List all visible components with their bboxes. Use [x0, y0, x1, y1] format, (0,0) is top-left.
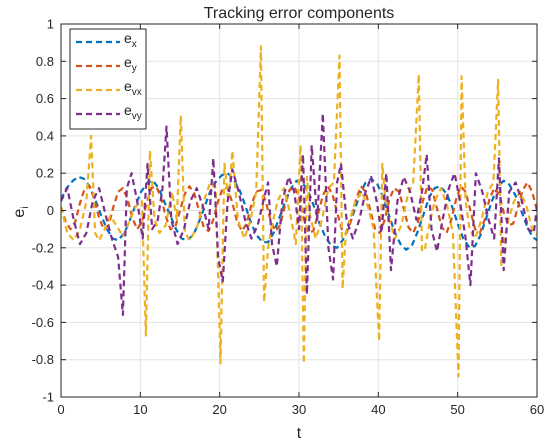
y-tick-label: 0.4 [36, 128, 54, 143]
chart-title: Tracking error components [204, 5, 395, 22]
legend-label-evx: evx [124, 78, 142, 98]
legend-label-subscript: y [132, 63, 137, 74]
legend-label-main: e [124, 54, 132, 70]
series-line-evy [61, 112, 537, 316]
x-tick-label: 40 [371, 402, 385, 417]
y-tick-label: -1 [42, 390, 54, 405]
tick-labels: 0 10 20 30 40 50 60 -1 -0.8 -0.6 -0.4 -0.2 0 0.2 0.4 0.… [32, 17, 545, 418]
y-tick-label: -0.8 [32, 352, 54, 367]
x-tick-label: 60 [530, 402, 544, 417]
x-axis-label: t [297, 425, 302, 442]
legend-label-main: e [124, 30, 132, 46]
svg-text:ei: ei [11, 206, 31, 217]
y-tick-label: -0.4 [32, 278, 54, 293]
series-lines [61, 45, 537, 378]
y-tick-label: 0.8 [36, 54, 54, 69]
legend-label-subscript: vx [132, 87, 142, 98]
legend-label-evy: evy [124, 102, 142, 122]
y-tick-label: 0.2 [36, 166, 54, 181]
legend-label-ey: ey [124, 54, 137, 74]
legend-box [69, 28, 147, 130]
tick-marks [60, 23, 538, 398]
x-tick-label: 50 [450, 402, 464, 417]
y-tick-label: 1 [47, 17, 54, 32]
legend-label-ex: ex [124, 30, 137, 50]
legend-label-main: e [124, 102, 132, 118]
x-tick-label: 20 [212, 402, 226, 417]
y-tick-label: -0.6 [32, 315, 54, 330]
legend-label-subscript: x [132, 39, 137, 50]
x-tick-label: 0 [57, 402, 64, 417]
y-axis-label: ei [11, 206, 31, 217]
legend-label-subscript: vy [132, 111, 142, 122]
y-axis-label-subscript: i [20, 206, 31, 208]
x-tick-label: 10 [133, 402, 147, 417]
y-tick-label: 0.6 [36, 91, 54, 106]
legend-label-main: e [124, 78, 132, 94]
y-tick-label: -0.2 [32, 240, 54, 255]
y-axis-label-main: e [11, 209, 28, 218]
y-tick-label: 0 [47, 203, 54, 218]
x-tick-label: 30 [292, 402, 306, 417]
